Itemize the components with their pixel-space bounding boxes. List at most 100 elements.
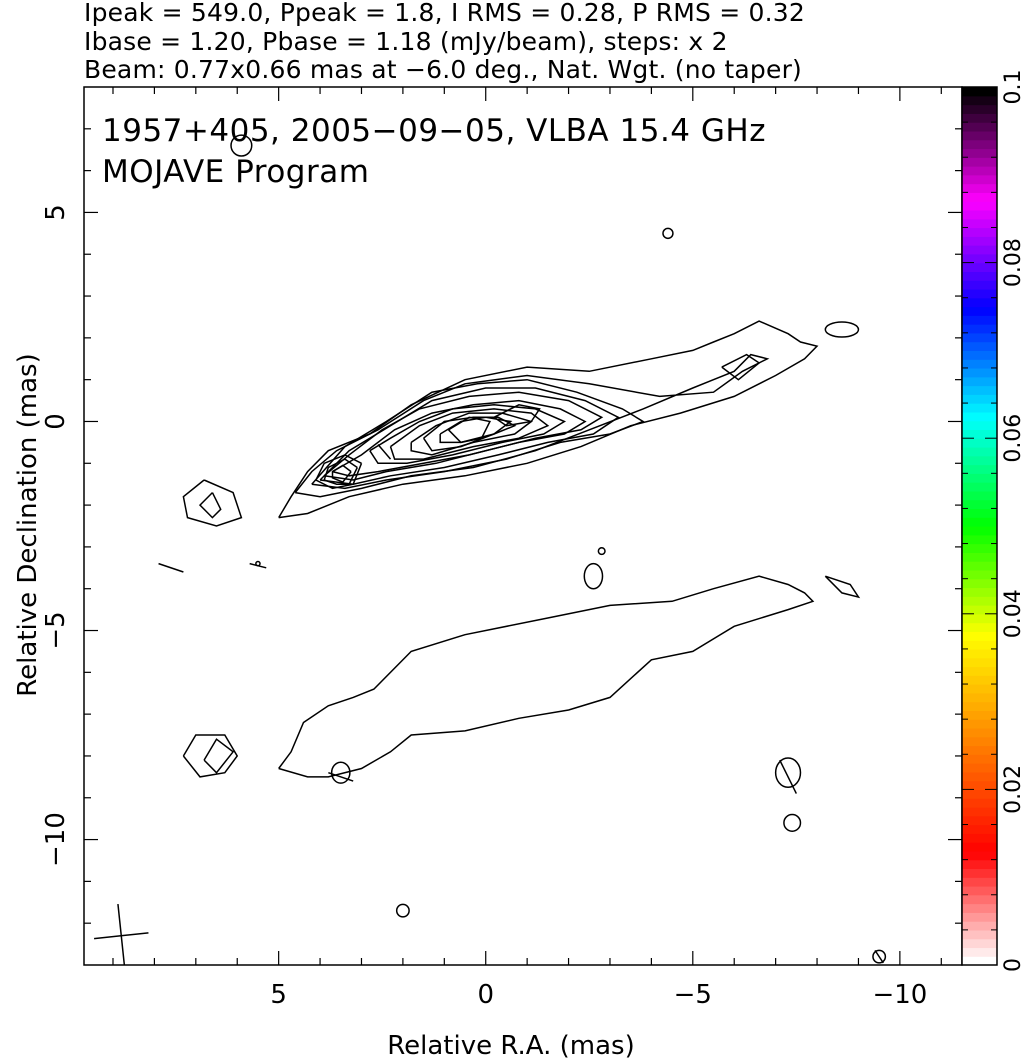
colorbar-step xyxy=(962,350,997,360)
colorbar-step xyxy=(962,789,997,799)
polarization-vector xyxy=(158,562,184,573)
counterjet-contour xyxy=(203,738,235,774)
colorbar-step xyxy=(962,578,997,589)
island-contour xyxy=(824,321,860,338)
colorbar-step xyxy=(962,605,997,615)
colorbar-step xyxy=(962,262,997,272)
colorbar-step xyxy=(962,771,997,782)
colorbar-step xyxy=(962,622,997,632)
polarization-vector xyxy=(874,949,884,964)
beam-minor-axis xyxy=(94,932,149,940)
colorbar-step xyxy=(962,429,997,439)
colorbar-step xyxy=(962,754,997,764)
colorbar-step xyxy=(962,543,997,553)
island-contour xyxy=(783,813,802,832)
colorbar-step xyxy=(962,569,997,580)
colorbar-step xyxy=(962,894,997,905)
colorbar-step xyxy=(962,596,997,606)
x-tick-label: 0 xyxy=(477,980,494,1010)
east-blob-inner-contour xyxy=(198,492,222,519)
source-title: 1957+405, 2005−09−05, VLBA 15.4 GHz xyxy=(102,113,766,149)
colorbar-step xyxy=(962,473,997,483)
colorbar-step xyxy=(962,227,997,237)
colorbar-step xyxy=(962,183,997,193)
colorbar-tick-label: 0.02 xyxy=(1001,765,1022,814)
colorbar-step xyxy=(962,113,997,123)
colorbar-step xyxy=(962,95,997,106)
colorbar-step xyxy=(962,534,997,545)
colorbar-step xyxy=(962,526,997,536)
colorbar-step xyxy=(962,332,997,343)
colorbar-step xyxy=(962,763,997,773)
colorbar-tick-label: 0 xyxy=(1001,958,1022,972)
jet-contour xyxy=(311,378,645,490)
colorbar-step xyxy=(962,868,997,878)
colorbar: 0 0.02 0.04 0.06 0.08 0.1 xyxy=(961,70,1022,972)
colorbar-step xyxy=(962,122,997,132)
colorbar-step xyxy=(962,824,997,834)
jet-contour xyxy=(331,464,352,484)
colorbar-step xyxy=(962,517,997,527)
colorbar-step xyxy=(962,218,997,229)
colorbar-step xyxy=(962,359,997,369)
colorbar-step xyxy=(962,411,997,422)
colorbar-step xyxy=(962,885,997,896)
colorbar-step xyxy=(962,727,997,738)
jet-contour xyxy=(369,404,567,465)
colorbar-step xyxy=(962,166,997,176)
colorbar-step xyxy=(962,341,997,351)
colorbar-step xyxy=(962,719,997,729)
island-contour xyxy=(597,546,606,556)
colorbar-step xyxy=(962,833,997,843)
colorbar-step xyxy=(962,850,997,861)
colorbar-step xyxy=(962,956,997,966)
colorbar-step xyxy=(962,157,997,167)
jet-contour xyxy=(439,416,513,444)
program-title: MOJAVE Program xyxy=(102,154,370,190)
island-contour xyxy=(872,949,887,964)
y-tick-label: 0 xyxy=(41,413,71,430)
colorbar-step xyxy=(962,174,997,185)
colorbar-tick-label: 0.04 xyxy=(1001,589,1022,638)
colorbar-step xyxy=(962,640,997,650)
x-tick-label: −5 xyxy=(674,980,712,1010)
colorbar-step xyxy=(962,657,997,668)
east-blob-contour xyxy=(182,479,243,527)
colorbar-step xyxy=(962,385,997,395)
x-tick-label: 5 xyxy=(270,980,287,1010)
colorbar-step xyxy=(962,438,997,448)
jet-contour xyxy=(447,416,492,444)
colorbar-step xyxy=(962,912,997,922)
y-tick-label: −5 xyxy=(41,611,71,649)
colorbar-step xyxy=(962,87,997,97)
axis-ticks: 5 0 −5 −10 5 0 −5 −10 xyxy=(41,87,962,1010)
y-tick-label: 5 xyxy=(41,204,71,221)
polarization-vector xyxy=(328,771,354,782)
colorbar-step xyxy=(962,130,997,141)
colorbar-step xyxy=(962,859,997,870)
colorbar-step xyxy=(962,499,997,510)
counterjet-contour xyxy=(278,575,815,778)
island-contour xyxy=(583,562,604,590)
colorbar-step xyxy=(962,288,997,299)
jet-contour xyxy=(294,353,770,498)
colorbar-step xyxy=(962,666,997,676)
colorbar-step xyxy=(962,561,997,571)
colorbar-step xyxy=(962,903,997,913)
colorbar-tick-label: 0.06 xyxy=(1001,414,1022,463)
header-line-3: Beam: 0.77x0.66 mas at −6.0 deg., Nat. W… xyxy=(84,55,803,84)
colorbar-step xyxy=(962,921,997,931)
jet-contour xyxy=(314,454,363,490)
island-contour xyxy=(774,757,802,789)
header-line-1: Ipeak = 549.0, Ppeak = 1.8, I RMS = 0.28… xyxy=(84,0,806,27)
colorbar-step xyxy=(962,420,997,431)
colorbar-step xyxy=(962,297,997,308)
island-contour xyxy=(230,134,253,157)
colorbar-step xyxy=(962,280,997,290)
y-tick-label: −10 xyxy=(41,812,71,867)
colorbar-step xyxy=(962,552,997,562)
counterjet-contour xyxy=(182,734,239,778)
colorbar-step xyxy=(962,403,997,413)
colorbar-step xyxy=(962,367,997,378)
